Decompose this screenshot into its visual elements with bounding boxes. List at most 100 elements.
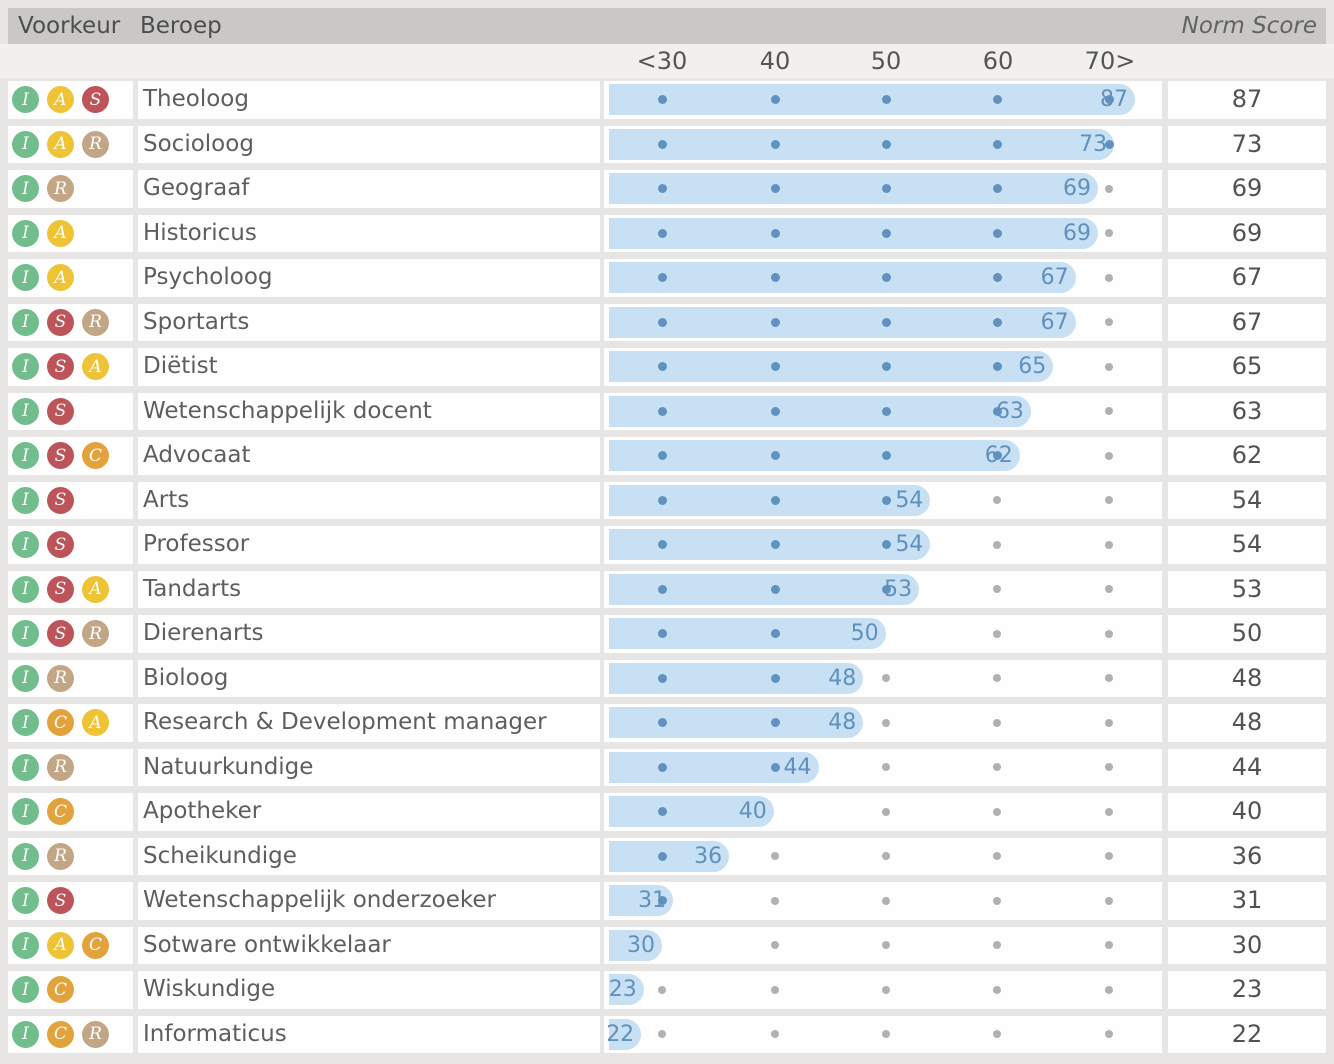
score-bar-value: 23 bbox=[608, 977, 637, 1002]
score-bar-value: 48 bbox=[828, 710, 857, 735]
axis-tick-label: 70> bbox=[1084, 47, 1136, 75]
preference-badge-S: S bbox=[47, 308, 74, 336]
preference-badge-R: R bbox=[47, 842, 74, 870]
score-bar bbox=[609, 351, 1054, 382]
preference-badge-R: R bbox=[82, 130, 109, 158]
gridline-dot bbox=[993, 674, 1001, 683]
preference-badge-I: I bbox=[12, 753, 39, 781]
gridline-dot-covered bbox=[1104, 139, 1114, 149]
gridline-dot-covered bbox=[770, 228, 780, 238]
preference-badge-A: A bbox=[47, 219, 74, 247]
gridline-dot bbox=[1105, 540, 1113, 549]
score-bar-value: 30 bbox=[627, 932, 655, 958]
occupation-name: Wetenschappelijk docent bbox=[138, 392, 600, 430]
occupation-name: Psycholoog bbox=[138, 259, 600, 297]
gridline-dot-covered bbox=[881, 228, 891, 238]
norm-score-value: 48 bbox=[1168, 659, 1326, 697]
occupation-name: Apotheker bbox=[138, 793, 600, 831]
score-bar-cell: 23 bbox=[604, 971, 1162, 1009]
score-bar-value: 54 bbox=[895, 532, 924, 557]
gridline-dot-covered bbox=[770, 540, 780, 550]
score-bar-value: 62 bbox=[984, 443, 1013, 468]
score-bar-cell: 48 bbox=[604, 659, 1162, 697]
preference-badge-S: S bbox=[47, 353, 74, 381]
preference-badge-I: I bbox=[12, 353, 39, 381]
preference-badge-A: A bbox=[82, 575, 109, 603]
preference-badge-I: I bbox=[12, 931, 39, 959]
occupation-name: Wiskundige bbox=[138, 971, 600, 1009]
gridline-dot-covered bbox=[770, 362, 780, 372]
gridline-dot-covered bbox=[881, 184, 891, 194]
score-bar-value: 69 bbox=[1063, 220, 1092, 246]
score-bar-value: 65 bbox=[1018, 354, 1047, 379]
score-bar bbox=[609, 128, 1115, 160]
occupation-name: Tandarts bbox=[138, 570, 600, 608]
preference-badge-I: I bbox=[12, 531, 39, 559]
preference-badge-I: I bbox=[12, 976, 39, 1004]
gridline-dot-covered bbox=[657, 673, 667, 683]
occupation-name: Natuurkundige bbox=[138, 748, 600, 786]
norm-score-value: 31 bbox=[1168, 882, 1326, 920]
occupation-name: Professor bbox=[138, 526, 600, 564]
preference-badge-I: I bbox=[12, 709, 39, 737]
score-bar-cell: 63 bbox=[604, 392, 1162, 430]
column-header-norm-score: Norm Score bbox=[1181, 13, 1317, 39]
gridline-dot-covered bbox=[992, 95, 1002, 105]
occupation-name: Advocaat bbox=[138, 437, 600, 475]
gridline-dot bbox=[882, 763, 890, 772]
chart-axis: <30 40 50 60 70> bbox=[0, 44, 1334, 78]
table-row: I S Wetenschappelijk onderzoeker 31 31 bbox=[8, 882, 1326, 920]
axis-tick-label: 40 bbox=[759, 47, 791, 75]
score-bar-cell: 69 bbox=[604, 170, 1162, 208]
norm-score-value: 44 bbox=[1168, 748, 1326, 786]
gridline-dot-covered bbox=[770, 406, 780, 416]
preference-badge-R: R bbox=[82, 1020, 109, 1048]
score-bar-cell: 53 bbox=[604, 570, 1162, 608]
occupation-name: Theoloog bbox=[138, 81, 600, 119]
occupation-name: Informaticus bbox=[138, 1015, 600, 1053]
gridline-dot-covered bbox=[770, 762, 780, 772]
score-bar-value: 67 bbox=[1040, 309, 1069, 335]
gridline-dot bbox=[1105, 184, 1113, 193]
norm-score-value: 69 bbox=[1168, 214, 1326, 252]
gridline-dot bbox=[1105, 1030, 1113, 1039]
axis-tick-label: 50 bbox=[870, 47, 902, 75]
preference-badge-I: I bbox=[12, 86, 39, 114]
gridline-dot-covered bbox=[770, 718, 780, 728]
table-row: I C A Research & Development manager 48 48 bbox=[8, 704, 1326, 742]
score-bar-value: 67 bbox=[1040, 265, 1069, 290]
gridline-dot-covered bbox=[657, 406, 667, 416]
preference-badge-A: A bbox=[82, 353, 109, 381]
gridline-dot bbox=[993, 585, 1001, 594]
score-bar bbox=[609, 573, 920, 605]
preference-badge-S: S bbox=[47, 531, 74, 559]
score-bar-value: 54 bbox=[895, 487, 924, 513]
gridline-dot-covered bbox=[770, 317, 780, 327]
score-bar-cell: 54 bbox=[604, 526, 1162, 564]
gridline-dot-covered bbox=[657, 807, 667, 817]
gridline-dot bbox=[882, 852, 890, 861]
score-bar bbox=[609, 1018, 642, 1050]
gridline-dot-covered bbox=[881, 273, 891, 283]
gridline-dot bbox=[993, 629, 1001, 638]
gridline-dot-covered bbox=[881, 584, 891, 594]
score-bar-cell: 31 bbox=[604, 882, 1162, 920]
score-bar-cell: 73 bbox=[604, 125, 1162, 163]
score-bar-cell: 65 bbox=[604, 348, 1162, 386]
gridline-dot-covered bbox=[881, 406, 891, 416]
gridline-dot bbox=[771, 941, 779, 950]
norm-score-value: 62 bbox=[1168, 437, 1326, 475]
gridline-dot-covered bbox=[657, 184, 667, 194]
gridline-dot bbox=[1105, 229, 1113, 238]
gridline-dot-covered bbox=[992, 273, 1002, 283]
table-row: I R Natuurkundige 44 44 bbox=[8, 748, 1326, 786]
norm-score-value: 48 bbox=[1168, 704, 1326, 742]
gridline-dot-covered bbox=[657, 362, 667, 372]
preference-badge-I: I bbox=[12, 798, 39, 826]
